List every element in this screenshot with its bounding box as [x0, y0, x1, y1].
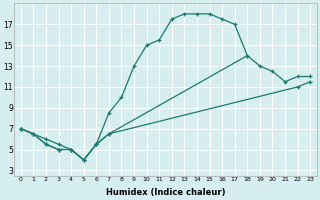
X-axis label: Humidex (Indice chaleur): Humidex (Indice chaleur): [106, 188, 225, 197]
